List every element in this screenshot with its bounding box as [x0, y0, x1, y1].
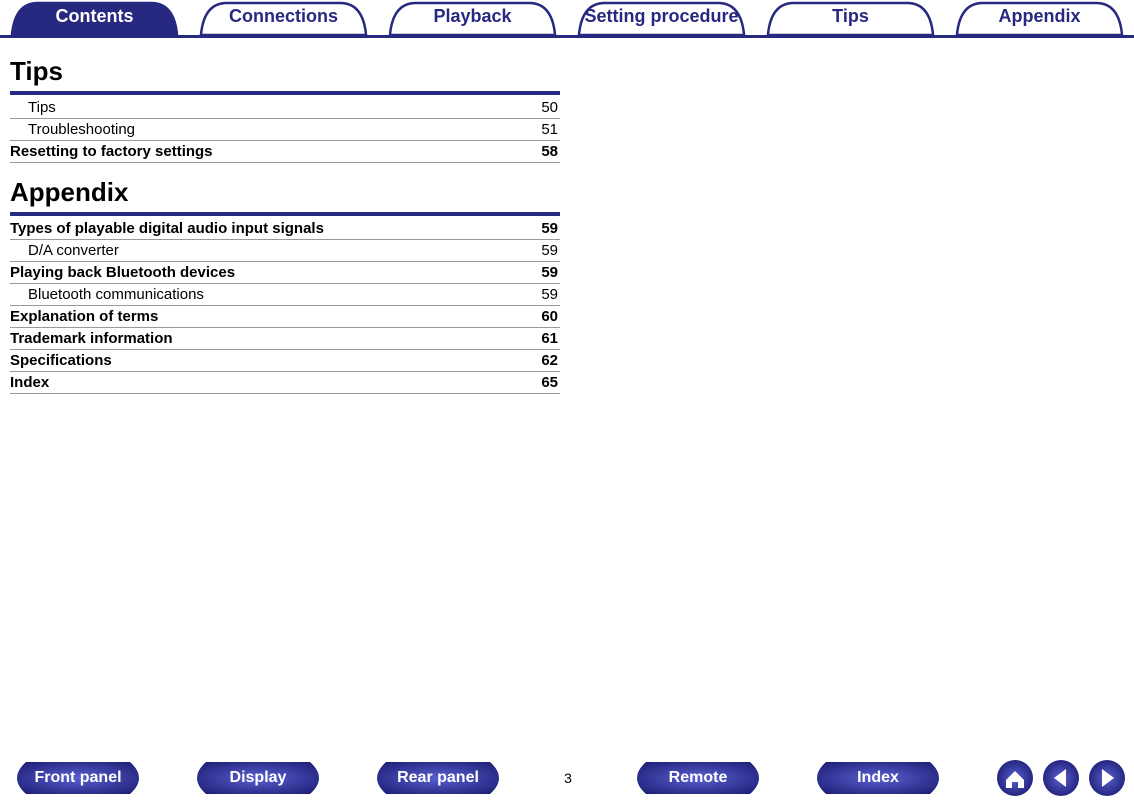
toc-row[interactable]: Resetting to factory settings58 — [10, 141, 560, 163]
tab-contents[interactable]: Contents — [0, 0, 189, 35]
section-rule — [10, 212, 560, 216]
toc-row[interactable]: Trademark information61 — [10, 328, 560, 350]
nav-pill-display[interactable]: Display — [188, 762, 328, 794]
section-rule — [10, 91, 560, 95]
home-icon[interactable] — [996, 759, 1034, 797]
toc-label: Index — [10, 374, 518, 391]
nav-pill-remote[interactable]: Remote — [628, 762, 768, 794]
nav-pill-front-panel[interactable]: Front panel — [8, 762, 148, 794]
tab-appendix[interactable]: Appendix — [945, 0, 1134, 35]
toc-row[interactable]: Specifications62 — [10, 350, 560, 372]
tab-label: Tips — [832, 6, 869, 26]
tab-label: Playback — [433, 6, 511, 26]
nav-pill-label: Rear panel — [397, 769, 479, 786]
toc-page-number: 61 — [518, 330, 558, 347]
section-title-appendix: Appendix — [10, 177, 560, 208]
tab-tips[interactable]: Tips — [756, 0, 945, 35]
toc-page-number: 59 — [518, 264, 558, 281]
toc-row[interactable]: Tips50 — [10, 97, 560, 119]
toc-page-number: 65 — [518, 374, 558, 391]
toc-page-number: 62 — [518, 352, 558, 369]
toc-row[interactable]: D/A converter59 — [10, 240, 560, 262]
nav-pill-label: Display — [230, 769, 287, 786]
nav-pill-label: Front panel — [34, 769, 121, 786]
toc-label: Explanation of terms — [10, 308, 518, 325]
toc-row[interactable]: Explanation of terms60 — [10, 306, 560, 328]
toc-page-number: 59 — [518, 220, 558, 237]
section-title-tips: Tips — [10, 56, 560, 87]
back-icon[interactable] — [1042, 759, 1080, 797]
toc-label: Troubleshooting — [10, 121, 518, 138]
toc-label: Playing back Bluetooth devices — [10, 264, 518, 281]
toc-page-number: 50 — [518, 99, 558, 116]
toc-page-number: 59 — [518, 286, 558, 303]
toc-page-number: 58 — [518, 143, 558, 160]
toc-content: TipsTips50Troubleshooting51Resetting to … — [0, 38, 570, 394]
tab-playback[interactable]: Playback — [378, 0, 567, 35]
bottom-nav-bar: Front panel Display Rear panel 3 Remote Index — [0, 759, 1134, 797]
nav-icon-group — [996, 759, 1126, 797]
toc-label: Specifications — [10, 352, 518, 369]
tab-setting-procedure[interactable]: Setting procedure — [567, 0, 756, 35]
toc-row[interactable]: Playing back Bluetooth devices59 — [10, 262, 560, 284]
toc-page-number: 59 — [518, 242, 558, 259]
toc-row[interactable]: Troubleshooting51 — [10, 119, 560, 141]
toc-label: D/A converter — [10, 242, 518, 259]
toc-label: Bluetooth communications — [10, 286, 518, 303]
tab-label: Connections — [229, 6, 338, 26]
toc-page-number: 60 — [518, 308, 558, 325]
forward-icon[interactable] — [1088, 759, 1126, 797]
toc-row[interactable]: Index65 — [10, 372, 560, 394]
toc-row[interactable]: Types of playable digital audio input si… — [10, 218, 560, 240]
tab-label: Appendix — [998, 6, 1080, 26]
top-tab-bar: Contents Connections Playback Setting proce… — [0, 0, 1134, 38]
page-number: 3 — [548, 770, 588, 786]
toc-label: Tips — [10, 99, 518, 116]
toc-label: Types of playable digital audio input si… — [10, 220, 518, 237]
tab-label: Setting procedure — [584, 6, 738, 26]
toc-row[interactable]: Bluetooth communications59 — [10, 284, 560, 306]
toc-label: Resetting to factory settings — [10, 143, 518, 160]
nav-pill-index[interactable]: Index — [808, 762, 948, 794]
tab-connections[interactable]: Connections — [189, 0, 378, 35]
nav-pill-label: Index — [857, 769, 899, 786]
nav-pill-label: Remote — [669, 769, 728, 786]
tab-label: Contents — [56, 6, 134, 26]
toc-label: Trademark information — [10, 330, 518, 347]
toc-page-number: 51 — [518, 121, 558, 138]
nav-pill-rear-panel[interactable]: Rear panel — [368, 762, 508, 794]
